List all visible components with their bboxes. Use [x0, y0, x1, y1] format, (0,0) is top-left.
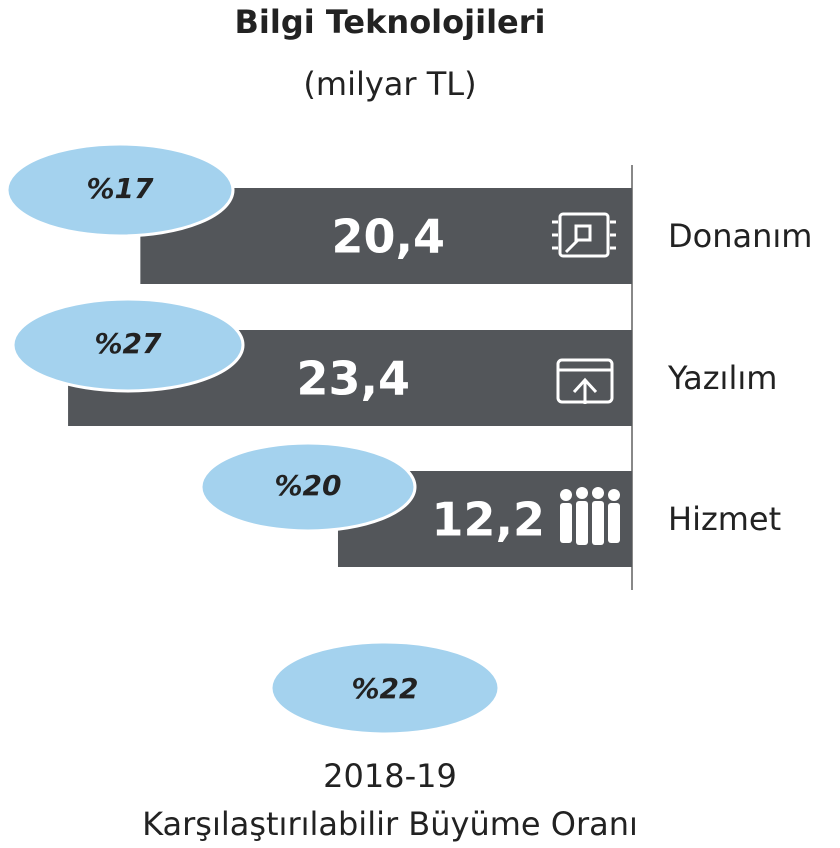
chart-subtitle: (milyar TL) — [303, 65, 476, 103]
growth-bubble — [199, 441, 417, 533]
category-label: Hizmet — [668, 500, 781, 538]
growth-label: %20 — [274, 469, 341, 502]
chip-icon — [552, 212, 616, 258]
footer-line: 2018-19 — [323, 757, 457, 795]
total-bubble — [269, 640, 501, 736]
growth-bubble — [5, 142, 235, 238]
total-growth: %22 — [351, 672, 418, 705]
bars: 20,4 Donanım %17 23,4 Yazılım %27 12,2 Hizmet %2… — [5, 142, 812, 567]
value-label: 23,4 — [297, 352, 411, 406]
footer-line: Karşılaştırılabilir Büyüme Oranı — [142, 805, 638, 843]
software-icon — [556, 358, 614, 404]
growth-label: %27 — [94, 327, 162, 360]
growth-label: %17 — [86, 172, 154, 205]
people-icon — [560, 487, 620, 545]
category-label: Yazılım — [667, 359, 777, 397]
value-label: 20,4 — [332, 210, 446, 264]
chart-title: Bilgi Teknolojileri — [235, 3, 546, 41]
category-label: Donanım — [668, 217, 812, 255]
growth-bubble — [11, 297, 245, 393]
value-label: 12,2 — [432, 493, 546, 547]
